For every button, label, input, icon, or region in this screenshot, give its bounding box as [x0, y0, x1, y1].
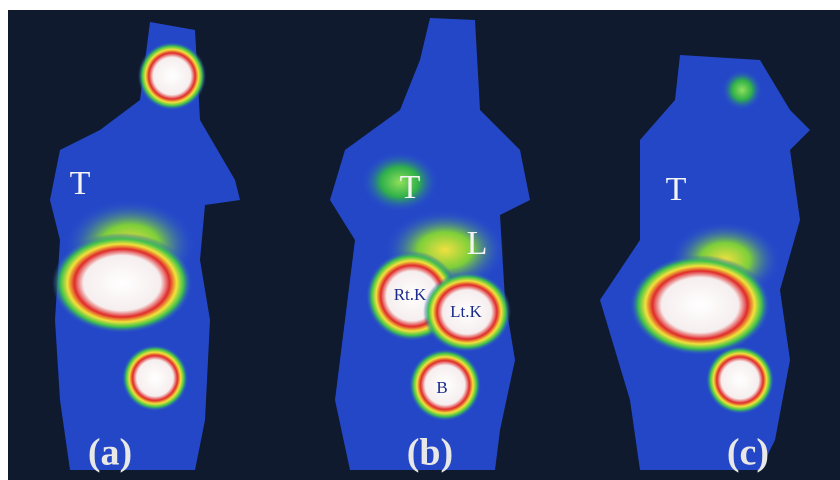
panel-label: (c)	[727, 432, 769, 474]
hotspot	[52, 233, 192, 333]
hotspot	[122, 345, 188, 411]
annotation: L	[467, 225, 488, 262]
scintigraphy-image: T T L Rt.K Lt.K B T (a) (b) (c)	[0, 0, 840, 480]
annotation: T	[666, 171, 687, 208]
annotation: T	[400, 169, 421, 206]
hotspot	[138, 42, 206, 110]
annotation: B	[436, 378, 447, 397]
annotation: T	[70, 165, 91, 202]
panel-label: (b)	[407, 432, 453, 474]
panel-label: (a)	[88, 432, 132, 474]
annotation: Rt.K	[394, 285, 427, 304]
hotspot	[630, 255, 770, 355]
hotspot	[706, 346, 774, 414]
annotation: Lt.K	[450, 302, 482, 321]
hotspot	[722, 70, 762, 110]
